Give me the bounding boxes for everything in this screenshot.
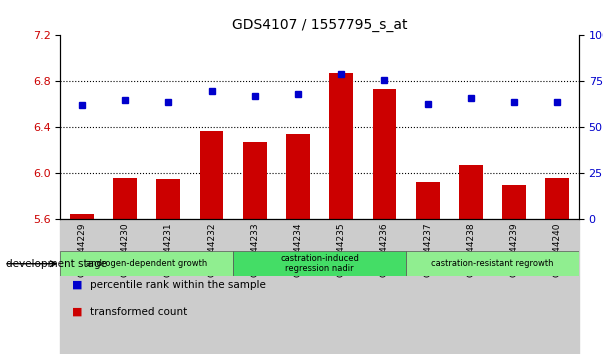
Bar xyxy=(60,219,104,354)
Bar xyxy=(535,219,579,354)
Bar xyxy=(406,251,579,276)
Bar xyxy=(373,90,396,219)
Bar xyxy=(243,142,267,219)
Bar xyxy=(156,179,180,219)
Text: transformed count: transformed count xyxy=(90,307,188,316)
Bar xyxy=(449,219,493,354)
Bar xyxy=(233,219,276,354)
Text: androgen-dependent growth: androgen-dependent growth xyxy=(86,259,207,268)
Bar xyxy=(320,219,363,354)
Bar xyxy=(276,219,320,354)
Bar xyxy=(190,219,233,354)
Bar xyxy=(104,219,147,354)
Bar xyxy=(502,185,526,219)
Bar xyxy=(113,178,137,219)
Bar xyxy=(363,219,406,354)
Bar xyxy=(459,165,483,219)
Bar xyxy=(286,135,310,219)
Text: castration-induced
regression nadir: castration-induced regression nadir xyxy=(280,254,359,273)
Bar xyxy=(406,219,449,354)
Bar xyxy=(233,251,406,276)
Text: percentile rank within the sample: percentile rank within the sample xyxy=(90,280,267,290)
Text: development stage: development stage xyxy=(6,259,107,269)
Text: castration-resistant regrowth: castration-resistant regrowth xyxy=(431,259,554,268)
Text: ■: ■ xyxy=(72,307,83,316)
Title: GDS4107 / 1557795_s_at: GDS4107 / 1557795_s_at xyxy=(232,18,408,32)
Bar xyxy=(415,182,440,219)
Bar xyxy=(147,219,190,354)
Bar xyxy=(200,131,224,219)
Bar xyxy=(329,73,353,219)
Bar xyxy=(70,214,94,219)
Bar xyxy=(60,251,233,276)
Bar xyxy=(493,219,535,354)
Text: ■: ■ xyxy=(72,280,83,290)
Bar xyxy=(545,178,569,219)
